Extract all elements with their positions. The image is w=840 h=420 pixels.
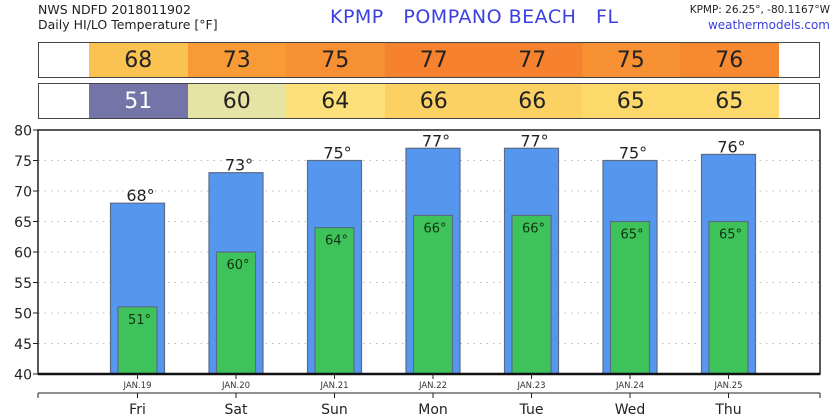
low-bar-label: 64° bbox=[325, 234, 348, 249]
low-temp-cell: 66 bbox=[483, 84, 582, 118]
date-label: JAN.20 bbox=[221, 381, 250, 391]
high-bar-label: 75° bbox=[619, 144, 647, 163]
y-tick-label: 50 bbox=[14, 307, 32, 323]
high-bar-label: 77° bbox=[520, 131, 548, 150]
low-temp-cell: 66 bbox=[384, 84, 483, 118]
site-link[interactable]: weathermodels.com bbox=[707, 18, 830, 32]
product-line: Daily HI/LO Temperature [°F] bbox=[38, 17, 218, 32]
date-label: JAN.19 bbox=[122, 381, 151, 391]
low-bar bbox=[314, 227, 355, 375]
y-tick-label: 40 bbox=[14, 368, 32, 384]
high-bar-label: 77° bbox=[422, 131, 450, 150]
day-label: Mon bbox=[418, 402, 448, 418]
high-bar-label: 76° bbox=[717, 137, 745, 156]
low-temp-cell: 60 bbox=[187, 84, 286, 118]
low-bar-label: 66° bbox=[522, 221, 545, 236]
day-label: Sat bbox=[225, 402, 248, 418]
low-temp-cell: 51 bbox=[89, 84, 188, 118]
day-label: Thu bbox=[714, 402, 741, 418]
high-temp-cell: 75 bbox=[286, 43, 385, 77]
high-bar-label: 73° bbox=[225, 156, 253, 175]
day-label: Sun bbox=[321, 402, 348, 418]
high-bar-label: 75° bbox=[323, 144, 351, 163]
high-temp-cell: 77 bbox=[384, 43, 483, 77]
day-label: Wed bbox=[615, 402, 646, 418]
low-bar-label: 60° bbox=[226, 258, 249, 273]
low-bar-label: 65° bbox=[620, 228, 643, 243]
source-line: NWS NDFD 2018011902 bbox=[38, 2, 191, 17]
date-label: JAN.22 bbox=[418, 381, 447, 391]
high-temp-cell: 73 bbox=[187, 43, 286, 77]
high-temp-cell: 76 bbox=[680, 43, 779, 77]
y-tick-label: 60 bbox=[14, 246, 32, 262]
high-temp-cell: 75 bbox=[581, 43, 680, 77]
date-label: JAN.25 bbox=[713, 381, 742, 391]
low-bar bbox=[609, 220, 651, 375]
station-title: KPMP POMPANO BEACH FL bbox=[330, 6, 619, 28]
y-tick-label: 80 bbox=[14, 124, 32, 140]
high-temp-band: 68 73 75 77 77 75 76 bbox=[38, 42, 820, 78]
low-bar-label: 66° bbox=[423, 221, 446, 236]
y-tick-label: 55 bbox=[14, 276, 32, 292]
date-label: JAN.21 bbox=[319, 381, 348, 391]
y-tick-label: 65 bbox=[14, 215, 32, 231]
date-label: JAN.23 bbox=[516, 381, 545, 391]
day-label: Fri bbox=[129, 402, 146, 418]
low-bar bbox=[708, 220, 749, 375]
high-temp-cell: 77 bbox=[483, 43, 582, 77]
low-temp-cell: 65 bbox=[581, 84, 680, 118]
date-label: JAN.24 bbox=[615, 381, 644, 391]
header-right: KPMP: 26.25°, -80.1167°W weathermodels.c… bbox=[690, 3, 830, 33]
high-bar-label: 68° bbox=[126, 186, 154, 205]
low-temp-cell: 65 bbox=[680, 84, 779, 118]
low-bar bbox=[511, 214, 552, 375]
low-bar bbox=[215, 251, 257, 375]
header-info: NWS NDFD 2018011902 Daily HI/LO Temperat… bbox=[38, 2, 218, 32]
low-temp-cell: 64 bbox=[286, 84, 385, 118]
low-bar-label: 51° bbox=[128, 313, 151, 328]
high-temp-cell: 68 bbox=[89, 43, 188, 77]
y-tick-label: 45 bbox=[14, 337, 32, 353]
station-coords: KPMP: 26.25°, -80.1167°W bbox=[689, 4, 830, 16]
low-bar bbox=[412, 214, 454, 375]
day-label: Tue bbox=[519, 402, 544, 418]
y-tick-label: 75 bbox=[14, 154, 32, 170]
low-bar bbox=[117, 306, 158, 375]
y-tick-label: 70 bbox=[14, 185, 32, 201]
low-bar-label: 65° bbox=[719, 228, 742, 243]
low-temp-band: 51 60 64 66 66 65 65 bbox=[38, 83, 820, 119]
